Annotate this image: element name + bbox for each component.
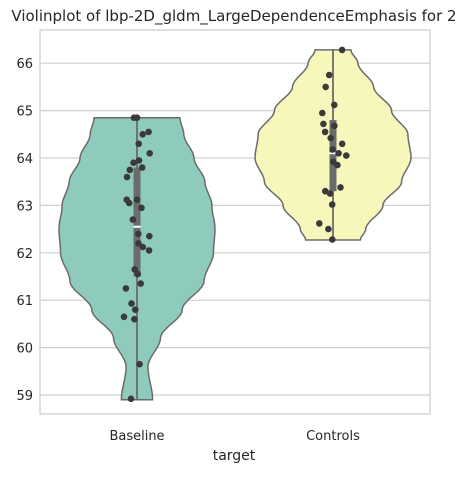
data-point [145,128,152,136]
data-point [135,157,143,164]
data-point [130,159,137,166]
data-point [328,201,336,208]
data-point [321,128,329,136]
data-point [120,313,128,321]
data-point [146,232,153,240]
data-point [128,300,135,307]
data-point [135,230,142,238]
data-point [131,266,138,273]
data-point [130,114,138,121]
data-point [329,146,336,153]
data-point [338,46,346,54]
data-point [316,220,323,227]
data-point [145,247,153,254]
data-point [132,306,139,314]
y-tick-label: 62 [16,247,33,262]
data-point [127,395,135,403]
data-points [120,46,350,403]
chart-title: Violinplot of lbp-2D_gldm_LargeDependenc… [11,7,456,26]
data-point [325,225,332,233]
data-point [125,199,133,207]
data-point [335,150,342,157]
data-point [138,204,145,212]
data-point [322,83,330,91]
x-tick-label: Baseline [109,429,164,444]
data-point [131,315,138,323]
y-tick-label: 66 [16,57,33,72]
data-point [337,184,344,191]
data-point [338,140,346,148]
data-point [139,131,146,138]
data-point [136,360,143,368]
violins [58,49,412,401]
iqr-box [133,167,141,277]
y-tick-label: 59 [16,389,33,404]
y-tick-labels: 59 60 61 62 63 64 65 66 [16,57,33,404]
data-point [327,134,335,142]
data-point [126,166,134,174]
y-tick-label: 64 [16,152,33,167]
data-point [139,243,147,251]
data-point [331,122,338,130]
data-point [329,236,336,243]
data-point [320,120,327,128]
data-point [334,161,341,169]
data-point [123,173,131,181]
y-tick-label: 63 [16,199,33,214]
data-point [138,164,146,171]
data-point [135,140,142,148]
data-point [134,270,141,278]
x-tick-label: Controls [306,429,360,444]
x-tick-labels: Baseline Controls [109,429,360,444]
data-point [137,280,144,287]
iqr-box [329,120,337,192]
data-point [122,285,130,292]
data-point [133,196,141,203]
data-point [325,71,333,79]
y-tick-label: 65 [16,105,33,120]
y-tick-label: 60 [16,342,33,357]
data-point [319,109,326,117]
data-point [326,190,334,197]
data-point [343,152,350,159]
data-point [331,101,338,109]
y-tick-label: 61 [16,294,33,309]
x-axis-label: target [213,448,256,464]
data-point [146,150,153,157]
data-point [129,216,137,223]
data-point [135,240,142,247]
